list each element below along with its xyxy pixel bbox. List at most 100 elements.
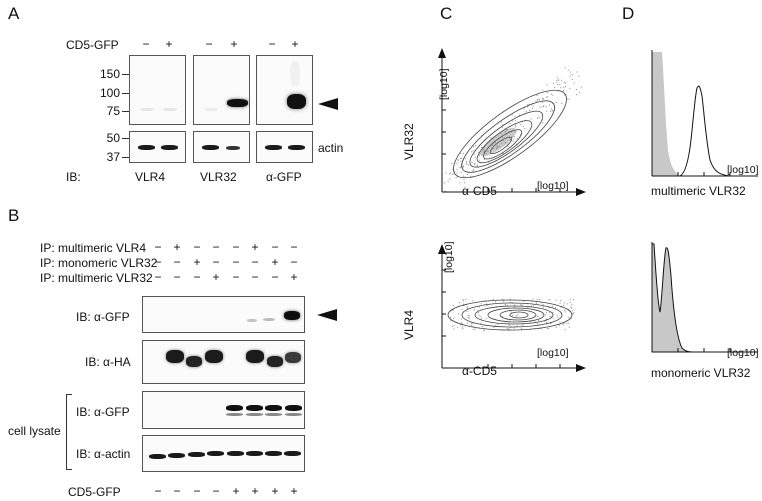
cd5-sign: + <box>232 484 240 498</box>
blot-gfp-upper <box>256 55 313 125</box>
mw-marker: 100 <box>99 86 120 100</box>
y-axis-label: VLR32 <box>402 123 416 160</box>
tick <box>122 111 129 112</box>
ip-sign: − <box>212 255 220 269</box>
cd5-sign: + <box>251 484 259 498</box>
ha-band <box>285 352 301 363</box>
ip-sign: − <box>271 270 279 284</box>
blot-ip-gfp <box>142 296 305 333</box>
xtick-label: [log10] <box>727 164 759 176</box>
arrowhead-icon <box>317 309 337 321</box>
tick <box>122 74 129 75</box>
panel-label-b: B <box>8 206 20 225</box>
ib-label-vlr32: VLR32 <box>200 170 237 184</box>
faint-band <box>163 108 177 111</box>
blot-vlr32-actin <box>193 131 250 163</box>
actin-band <box>161 145 178 150</box>
arrowhead-icon <box>318 98 338 110</box>
sign: − <box>142 37 150 51</box>
ip-sign: − <box>290 255 298 269</box>
ip-sign: − <box>251 255 259 269</box>
ib-label-vlr4: VLR4 <box>135 170 166 184</box>
x-axis-label: α-CD5 <box>462 184 497 198</box>
actin-band <box>265 145 282 150</box>
gfp-band <box>265 405 282 411</box>
ip-sign: − <box>173 255 181 269</box>
blot-label-ha: IB: α-HA <box>85 355 131 369</box>
cd5-sign: − <box>154 484 162 498</box>
actin-band <box>246 451 263 456</box>
cell-lysate-bracket <box>66 394 72 470</box>
actin-band <box>138 145 155 150</box>
ip-sign: − <box>232 240 240 254</box>
gfp-band <box>265 413 282 416</box>
panel-label-a: A <box>8 4 20 23</box>
faint-band <box>204 108 218 111</box>
sign: + <box>291 37 299 51</box>
ip-row-label: IP: multimeric VLR32 <box>40 271 153 285</box>
blot-vlr32-upper <box>193 55 250 125</box>
actin-band <box>188 452 205 457</box>
ib-prefix-a: IB: <box>66 170 81 184</box>
ip-sign: + <box>173 240 181 254</box>
y-axis-label: VLR4 <box>402 309 416 340</box>
cd5-sign: + <box>290 484 298 498</box>
actin-band <box>202 145 219 150</box>
histogram-monomeric-vlr32 <box>651 242 758 353</box>
ip-sign: + <box>271 255 279 269</box>
sign: + <box>230 37 238 51</box>
actin-band <box>168 453 185 458</box>
strong-band <box>287 94 306 109</box>
x-axis-label: monomeric VLR32 <box>651 366 751 380</box>
ip-sign: − <box>173 270 181 284</box>
strong-band <box>284 311 300 320</box>
actin-band <box>227 451 244 456</box>
actin-band <box>284 451 301 456</box>
blot-label-actin: IB: α-actin <box>76 447 131 461</box>
ip-sign: − <box>232 270 240 284</box>
blot-vlr4-actin <box>129 131 186 163</box>
ip-row-label: IP: monomeric VLR32 <box>40 256 158 270</box>
contour-plot-vlr4 <box>438 244 586 372</box>
ip-sign: + <box>290 270 298 284</box>
gfp-band <box>226 413 243 416</box>
actin-band <box>265 451 282 456</box>
cell-lysate-label: cell lysate <box>8 424 61 438</box>
ip-sign: + <box>212 270 220 284</box>
ha-band <box>246 350 264 363</box>
ip-sign: − <box>154 240 162 254</box>
sign: + <box>165 37 173 51</box>
gfp-band <box>226 405 243 411</box>
ip-sign: − <box>290 240 298 254</box>
cd5-sign: + <box>271 484 279 498</box>
gfp-band <box>246 413 263 416</box>
xtick-label: [log10] <box>727 347 759 359</box>
gfp-band <box>285 413 302 416</box>
ip-sign: − <box>154 255 162 269</box>
ip-sign: − <box>251 270 259 284</box>
blot-label-lysate-gfp: IB: α-GFP <box>76 405 130 419</box>
tick <box>122 157 129 158</box>
ip-sign: − <box>232 255 240 269</box>
faint-band <box>140 108 154 111</box>
cd5-gfp-label-b: CD5-GFP <box>68 485 121 499</box>
tick <box>122 138 129 139</box>
actin-band <box>207 451 224 456</box>
mw-marker: 150 <box>99 67 120 81</box>
ip-sign: − <box>193 240 201 254</box>
ytick-label: [log10] <box>438 68 450 100</box>
ha-band <box>186 356 202 367</box>
histogram-multimeric-vlr32 <box>651 50 758 177</box>
mw-marker: 75 <box>106 104 120 118</box>
sign: − <box>205 37 213 51</box>
smear <box>290 61 300 86</box>
cd5-gfp-label-a: CD5-GFP <box>66 38 119 52</box>
blot-lysate-gfp <box>142 391 305 429</box>
sign: − <box>268 37 276 51</box>
x-axis-label: α-CD5 <box>462 364 497 378</box>
xtick-label: [log10] <box>537 347 569 359</box>
ha-band <box>166 350 184 363</box>
faint-band <box>247 319 257 322</box>
cd5-sign: − <box>193 484 201 498</box>
xtick-label: [log10] <box>537 180 569 192</box>
